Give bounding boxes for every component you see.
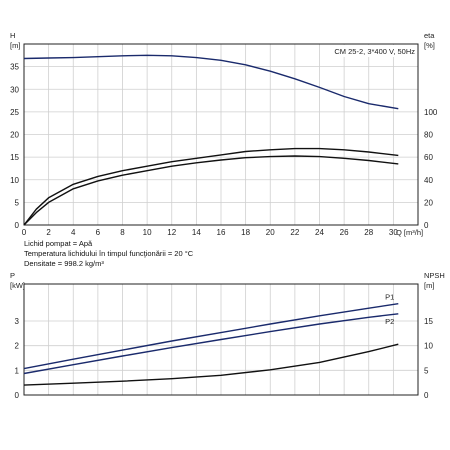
chart2-y-right-tick-label-5: 5 [424, 366, 429, 375]
chart2-series-label-p2: P2 [385, 317, 394, 326]
info-density: Densitate = 998.2 kg/m³ [24, 259, 104, 268]
chart1-x-tick-label-22: 22 [290, 228, 299, 237]
chart2-series-line-2 [23, 313, 399, 375]
chart1-series-line-1 [23, 54, 399, 110]
chart1-y-left-tick-label-30: 30 [10, 85, 19, 94]
chart1-y-left-tick-label-35: 35 [10, 63, 19, 72]
chart1-x-tick-label-30: 30 [389, 228, 398, 237]
chart1-x-tick-label-14: 14 [192, 228, 201, 237]
chart1-y-right-tick-label-40: 40 [424, 176, 433, 185]
chart2-y-left-tick-label-1: 1 [15, 366, 20, 375]
chart1-y-left-tick-label-25: 25 [10, 108, 19, 117]
chart1-x-tick-label-28: 28 [364, 228, 373, 237]
chart1-x-tick-label-10: 10 [143, 228, 152, 237]
chart1-y-right-tick-label-100: 100 [424, 108, 438, 117]
chart1-x-tick-label-4: 4 [71, 228, 76, 237]
chart2-frame [23, 283, 419, 396]
chart1-x-tick-label-16: 16 [217, 228, 226, 237]
chart1-x-tick-label-8: 8 [120, 228, 125, 237]
chart1-y-right-unit: [%] [424, 41, 435, 50]
chart1-frame [23, 43, 419, 226]
chart1-x-tick-label-2: 2 [46, 228, 51, 237]
chart1-y-left-unit: [m] [10, 41, 20, 50]
chart2-y-right-tick-label-10: 10 [424, 342, 433, 351]
chart1-series-line-3 [23, 155, 399, 226]
chart2-y-right-tick-label-15: 15 [424, 317, 433, 326]
chart1-title: CM 25-2, 3*400 V, 50Hz [334, 47, 415, 56]
chart1-x-tick-label-26: 26 [340, 228, 349, 237]
chart1-x-tick-label-24: 24 [315, 228, 324, 237]
chart1-y-right-tick-label-80: 80 [424, 131, 433, 140]
chart1-x-tick-label-18: 18 [241, 228, 250, 237]
chart2-y-left-tick-label-2: 2 [15, 342, 20, 351]
chart2-series-line-1 [23, 303, 399, 370]
chart1-x-tick-label-6: 6 [96, 228, 101, 237]
chart1-y-right-tick-label-0: 0 [424, 221, 429, 230]
chart2-y-left-unit: [kW] [10, 281, 25, 290]
chart1-y-left-tick-label-5: 5 [15, 198, 20, 207]
chart1-x-axis-label: Q [m³/h] [396, 228, 423, 237]
chart1-y-left-tick-label-10: 10 [10, 176, 19, 185]
chart2-series-line-3 [23, 343, 399, 386]
chart2-y-right-unit: [m] [424, 281, 434, 290]
chart1-y-right-tick-label-60: 60 [424, 153, 433, 162]
chart1-series-line-2 [23, 147, 399, 226]
chart1-x-tick-label-0: 0 [22, 228, 27, 237]
chart1-y-right-tick-label-20: 20 [424, 198, 433, 207]
chart2-series-label-p1: P1 [385, 293, 394, 302]
chart2-y-right-label: NPSH [424, 271, 445, 280]
chart2-y-right-tick-label-0: 0 [424, 391, 429, 400]
chart2-y-left-tick-label-3: 3 [15, 317, 20, 326]
chart1-y-left-tick-label-20: 20 [10, 131, 19, 140]
chart1-y-left-label: H [10, 31, 15, 40]
chart1-y-right-label: eta [424, 31, 435, 40]
info-pumped-liquid: Lichid pompat = Apă [24, 239, 93, 248]
chart1-y-left-tick-label-15: 15 [10, 153, 19, 162]
chart1-x-tick-label-12: 12 [167, 228, 176, 237]
chart1-x-tick-label-20: 20 [266, 228, 275, 237]
chart2-y-left-tick-label-0: 0 [15, 391, 20, 400]
chart1-y-left-tick-label-0: 0 [15, 221, 20, 230]
chart2-y-left-label: P [10, 271, 15, 280]
info-liquid-temperature: Temperatura lichidului în timpul funcţio… [24, 249, 194, 258]
chart1-title-box [324, 45, 417, 57]
